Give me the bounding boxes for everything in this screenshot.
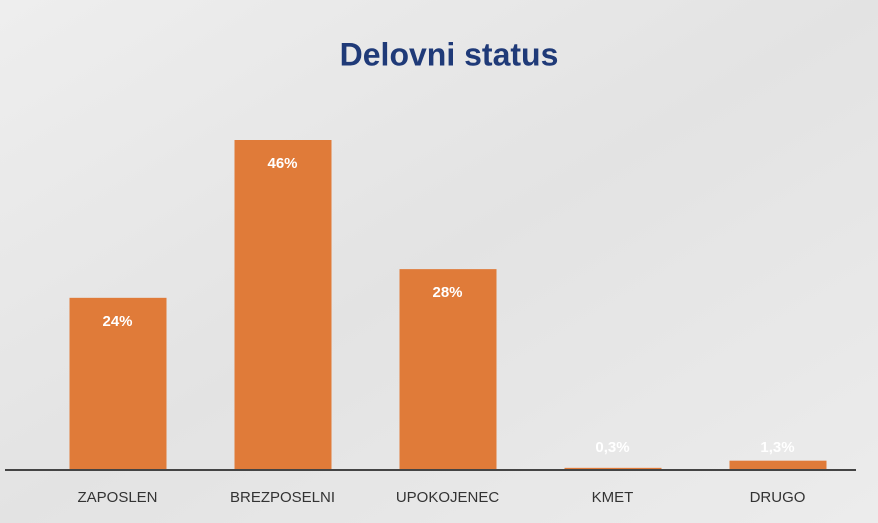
- bar: [729, 460, 827, 470]
- data-label: 24%: [102, 313, 132, 330]
- x-tick-label: UPOKOJENEC: [396, 489, 500, 506]
- data-label: 28%: [432, 284, 462, 301]
- data-label: 0,3%: [595, 439, 629, 456]
- data-label: 46%: [267, 155, 297, 172]
- x-tick-label: KMET: [592, 489, 634, 506]
- bar: [564, 467, 662, 470]
- chart-title: Delovni status: [340, 36, 559, 72]
- x-tick-label: DRUGO: [750, 489, 806, 506]
- bar: [399, 269, 497, 470]
- bar: [69, 297, 167, 470]
- bar: [234, 140, 332, 470]
- x-tick-label: BREZPOSELNI: [230, 489, 335, 506]
- x-tick-label: ZAPOSLEN: [77, 489, 157, 506]
- data-label: 1,3%: [760, 439, 794, 456]
